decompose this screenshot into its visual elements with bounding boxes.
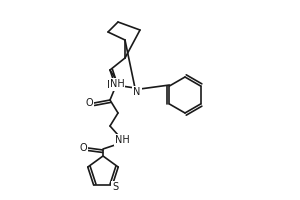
Text: N: N bbox=[107, 80, 115, 90]
Text: NH: NH bbox=[115, 135, 129, 145]
Text: S: S bbox=[112, 182, 119, 192]
Text: O: O bbox=[85, 98, 93, 108]
Text: O: O bbox=[79, 143, 87, 153]
Text: NH: NH bbox=[110, 79, 124, 89]
Text: N: N bbox=[133, 87, 141, 97]
